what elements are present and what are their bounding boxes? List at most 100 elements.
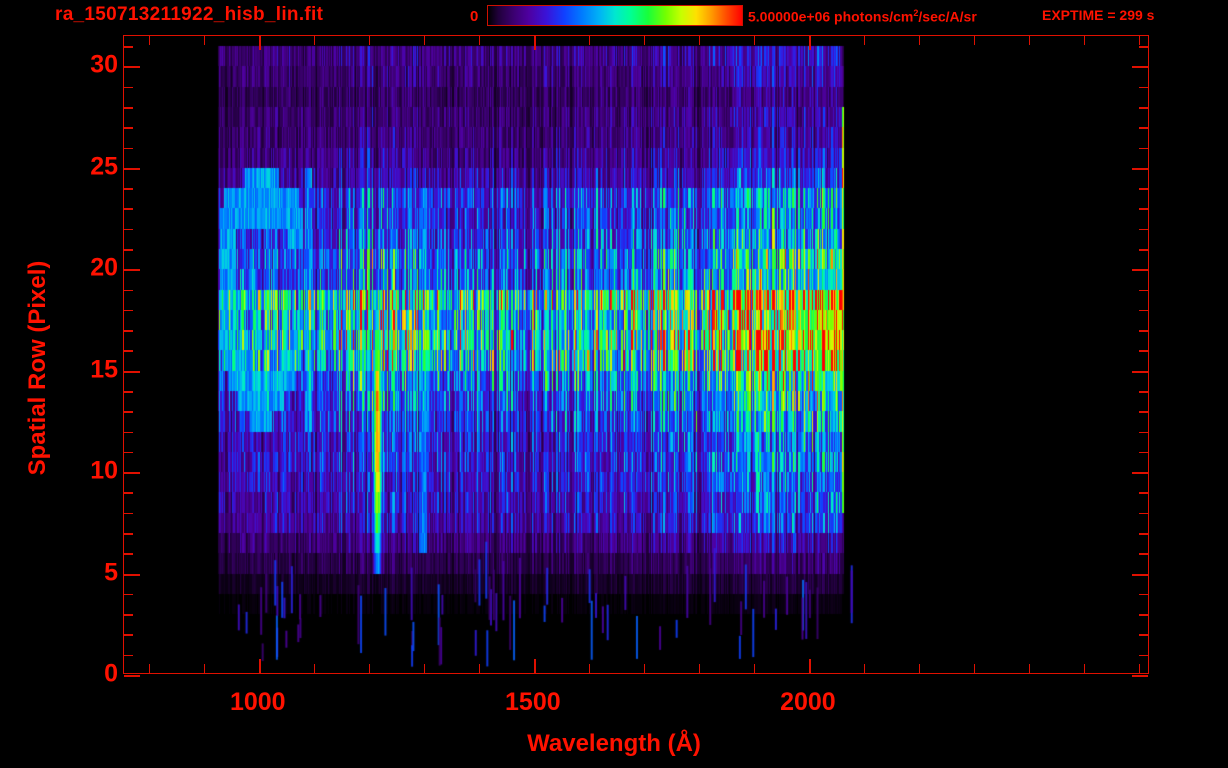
axis-tick — [1028, 664, 1031, 673]
axis-tick — [918, 36, 921, 45]
axis-tick — [148, 664, 151, 673]
axis-tick — [1139, 533, 1148, 535]
axis-tick — [124, 107, 133, 109]
axis-tick — [124, 269, 140, 272]
axis-tick — [753, 664, 756, 673]
axis-tick — [203, 664, 206, 673]
axis-tick — [1139, 411, 1148, 413]
axis-tick — [1139, 614, 1148, 616]
y-axis-title: Spatial Row (Pixel) — [24, 260, 51, 476]
axis-tick — [1139, 451, 1148, 454]
y-axis-title-wrapper: Spatial Row (Pixel) — [10, 0, 51, 768]
axis-tick — [808, 659, 811, 673]
axis-tick — [368, 664, 371, 673]
axis-tick — [698, 36, 701, 45]
axis-tick — [124, 634, 133, 636]
spectrogram-heatmap — [124, 36, 1148, 673]
axis-tick — [533, 36, 536, 50]
axis-tick — [1139, 350, 1148, 352]
heatmap-canvas-clip — [124, 36, 1148, 673]
axis-tick — [124, 330, 133, 332]
axis-tick — [808, 36, 811, 50]
axis-tick — [148, 36, 151, 45]
axis-tick — [1139, 86, 1148, 89]
colorbar-units-exponent: 2 — [913, 8, 919, 18]
axis-tick — [1139, 188, 1148, 190]
axis-tick — [124, 451, 133, 454]
y-tick-label: 5 — [104, 558, 118, 587]
y-tick-label: 0 — [104, 659, 118, 688]
axis-tick — [258, 659, 261, 673]
axis-tick — [478, 664, 481, 673]
axis-tick — [124, 512, 133, 515]
axis-tick — [1139, 492, 1148, 494]
axis-tick — [1132, 370, 1148, 373]
axis-tick — [124, 573, 140, 576]
y-tick-label: 30 — [90, 50, 118, 79]
y-tick-label: 25 — [90, 152, 118, 181]
axis-tick — [1139, 249, 1148, 251]
y-tick-label: 15 — [90, 355, 118, 384]
axis-tick — [753, 36, 756, 45]
axis-tick — [973, 36, 976, 45]
axis-tick — [1132, 269, 1148, 272]
axis-tick — [1138, 664, 1141, 673]
axis-tick — [863, 36, 866, 45]
axis-tick — [1139, 208, 1148, 210]
axis-tick — [1139, 553, 1148, 555]
axis-tick — [643, 36, 646, 45]
axis-tick — [588, 664, 591, 673]
axis-tick — [1132, 573, 1148, 576]
axis-tick — [368, 36, 371, 45]
axis-tick — [124, 147, 133, 150]
axis-tick — [124, 249, 133, 251]
axis-tick — [124, 553, 133, 555]
axis-tick — [258, 36, 261, 50]
axis-tick — [918, 664, 921, 673]
axis-tick — [1139, 309, 1148, 312]
axis-tick — [1139, 107, 1148, 109]
x-tick-label: 2000 — [780, 688, 836, 716]
axis-tick — [124, 654, 133, 657]
axis-tick — [313, 664, 316, 673]
axis-tick — [124, 391, 133, 393]
axis-tick — [1139, 289, 1148, 292]
axis-tick — [1132, 167, 1148, 170]
axis-tick — [1083, 36, 1086, 45]
page-title: ra_150713211922_hisb_lin.fit — [55, 4, 324, 25]
axis-tick — [124, 492, 133, 494]
axis-tick — [423, 664, 426, 673]
axis-tick — [1139, 127, 1148, 129]
axis-tick — [124, 86, 133, 89]
axis-tick — [1083, 664, 1086, 673]
axis-tick — [643, 664, 646, 673]
exptime-label: EXPTIME = 299 s — [1042, 7, 1155, 23]
axis-tick — [1139, 431, 1148, 434]
axis-tick — [124, 167, 140, 170]
colorbar — [487, 5, 743, 26]
axis-tick — [124, 208, 133, 210]
axis-tick — [124, 533, 133, 535]
axis-tick — [124, 46, 133, 48]
axis-tick — [124, 614, 133, 616]
axis-tick — [124, 675, 140, 677]
axis-tick — [124, 309, 133, 312]
axis-tick — [124, 472, 140, 475]
axis-tick — [478, 36, 481, 45]
axis-tick — [1132, 66, 1148, 69]
axis-tick — [124, 350, 133, 352]
axis-tick — [1139, 147, 1148, 150]
axis-tick — [124, 188, 133, 190]
axis-tick — [423, 36, 426, 45]
axis-tick — [588, 36, 591, 45]
axis-tick — [1139, 391, 1148, 393]
axis-tick — [124, 411, 133, 413]
axis-tick — [124, 370, 140, 373]
axis-tick — [124, 127, 133, 129]
x-tick-label: 1500 — [505, 688, 561, 716]
axis-tick — [1139, 512, 1148, 515]
axis-tick — [1028, 36, 1031, 45]
axis-tick — [973, 664, 976, 673]
axis-tick — [1139, 46, 1148, 48]
